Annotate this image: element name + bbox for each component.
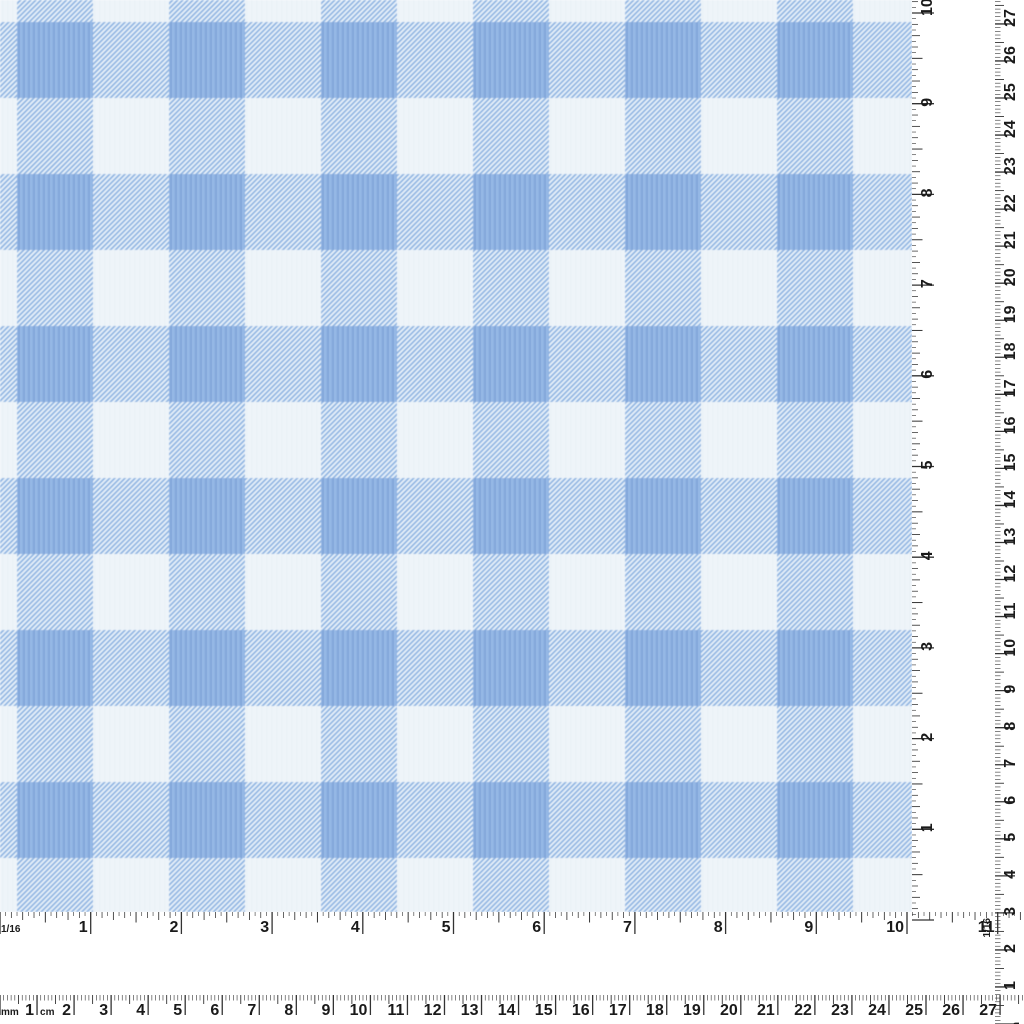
svg-text:13: 13: [1002, 528, 1019, 546]
svg-text:6: 6: [1002, 796, 1019, 805]
svg-text:27: 27: [1002, 9, 1019, 27]
svg-text:5: 5: [173, 1002, 182, 1019]
svg-text:1: 1: [25, 1002, 34, 1019]
svg-text:14: 14: [498, 1002, 516, 1019]
svg-text:1/16: 1/16: [982, 918, 993, 938]
svg-text:5: 5: [919, 461, 936, 470]
svg-text:8: 8: [714, 919, 723, 936]
svg-text:6: 6: [210, 1002, 219, 1019]
svg-text:4: 4: [919, 551, 936, 560]
svg-text:16: 16: [572, 1002, 590, 1019]
svg-text:11: 11: [388, 1002, 405, 1019]
svg-text:22: 22: [794, 1002, 812, 1019]
svg-text:9: 9: [1002, 685, 1019, 694]
svg-text:8: 8: [1002, 722, 1019, 731]
svg-text:13: 13: [461, 1002, 479, 1019]
svg-text:10: 10: [350, 1002, 368, 1019]
svg-text:10: 10: [1002, 639, 1019, 657]
svg-text:1: 1: [79, 919, 88, 936]
svg-text:5: 5: [442, 919, 451, 936]
svg-text:11: 11: [1002, 603, 1019, 620]
svg-text:5: 5: [1002, 833, 1019, 842]
svg-text:8: 8: [919, 188, 936, 197]
svg-text:19: 19: [1002, 305, 1019, 323]
svg-text:20: 20: [720, 1002, 738, 1019]
svg-text:6: 6: [532, 919, 541, 936]
svg-text:6: 6: [919, 370, 936, 379]
svg-text:12: 12: [1002, 565, 1019, 583]
svg-text:7: 7: [919, 279, 936, 288]
svg-text:2: 2: [1002, 944, 1019, 953]
svg-text:3: 3: [260, 919, 269, 936]
svg-text:22: 22: [1002, 194, 1019, 212]
svg-text:16: 16: [1002, 416, 1019, 434]
svg-text:14: 14: [1002, 491, 1019, 509]
svg-text:7: 7: [1002, 759, 1019, 768]
svg-text:26: 26: [1002, 46, 1019, 64]
svg-text:9: 9: [919, 98, 936, 107]
svg-text:4: 4: [1002, 870, 1019, 879]
svg-text:21: 21: [1002, 231, 1019, 249]
svg-text:8: 8: [284, 1002, 293, 1019]
svg-text:17: 17: [1002, 379, 1019, 397]
svg-text:24: 24: [1002, 120, 1019, 138]
svg-text:9: 9: [321, 1002, 330, 1019]
svg-text:15: 15: [535, 1002, 553, 1019]
svg-text:10: 10: [919, 0, 936, 16]
svg-text:4: 4: [136, 1002, 145, 1019]
svg-text:4: 4: [351, 919, 360, 936]
svg-text:20: 20: [1002, 268, 1019, 286]
svg-text:25: 25: [1002, 83, 1019, 101]
svg-text:2: 2: [62, 1002, 71, 1019]
svg-text:1: 1: [1002, 981, 1019, 990]
svg-text:9: 9: [804, 919, 813, 936]
svg-text:cm: cm: [40, 1007, 55, 1018]
svg-text:1: 1: [919, 823, 936, 832]
svg-text:10: 10: [886, 919, 904, 936]
svg-text:24: 24: [868, 1002, 886, 1019]
svg-text:18: 18: [646, 1002, 664, 1019]
svg-text:2: 2: [919, 733, 936, 742]
svg-text:21: 21: [757, 1002, 775, 1019]
svg-text:19: 19: [683, 1002, 701, 1019]
svg-text:7: 7: [623, 919, 632, 936]
svg-text:23: 23: [1002, 157, 1019, 175]
svg-text:mm: mm: [1, 1007, 19, 1018]
svg-text:15: 15: [1002, 454, 1019, 472]
svg-text:23: 23: [831, 1002, 849, 1019]
svg-text:1/16: 1/16: [1, 924, 21, 935]
svg-text:12: 12: [424, 1002, 442, 1019]
svg-text:18: 18: [1002, 342, 1019, 360]
svg-text:7: 7: [247, 1002, 256, 1019]
svg-text:17: 17: [609, 1002, 627, 1019]
svg-text:3: 3: [919, 642, 936, 651]
svg-text:2: 2: [169, 919, 178, 936]
svg-text:3: 3: [99, 1002, 108, 1019]
svg-text:3: 3: [1002, 907, 1019, 916]
